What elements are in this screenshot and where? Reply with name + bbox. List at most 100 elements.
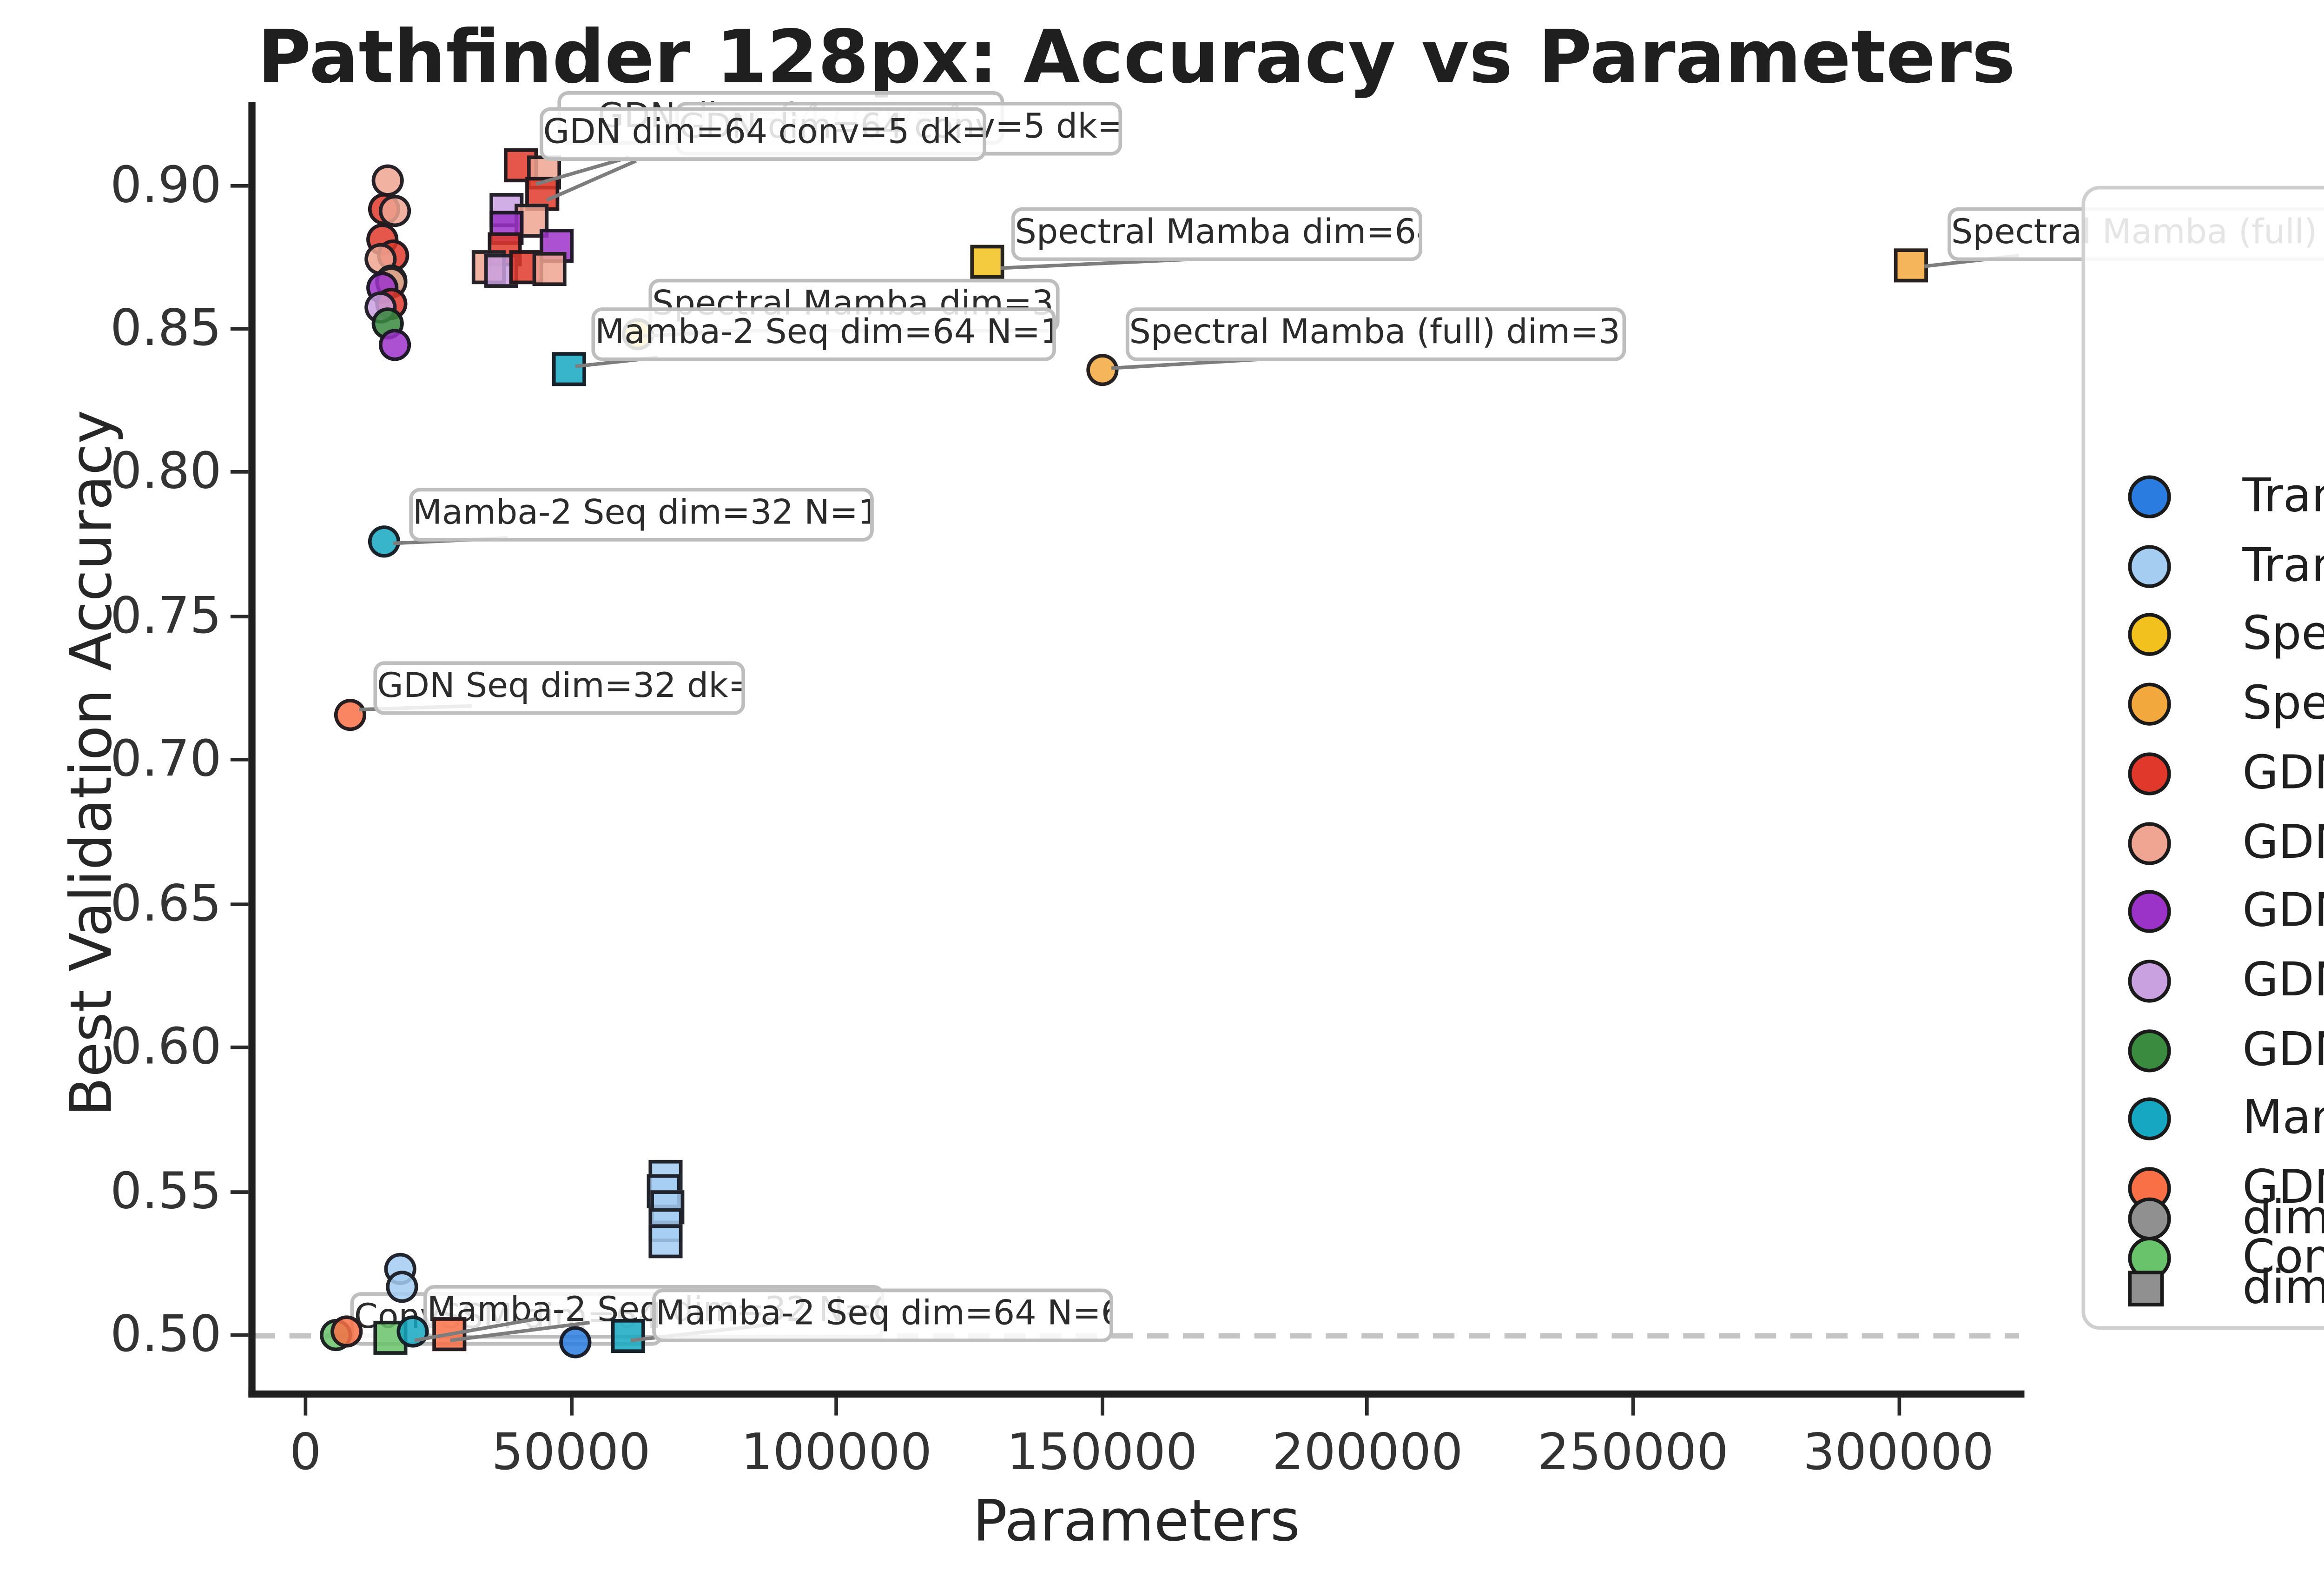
y-axis-spine bbox=[248, 102, 255, 1396]
legend-item-label: Transformer (S) bbox=[2242, 539, 2324, 593]
point-transformer-s--dim64 bbox=[649, 1224, 683, 1258]
legend-title: Models bbox=[2085, 211, 2324, 274]
y-tick-label: 0.90 bbox=[110, 154, 222, 214]
point-gdn-seq-dim32 bbox=[331, 1315, 364, 1348]
point-spectral-mamba-full--dim32 bbox=[1086, 354, 1118, 386]
legend-item-label: GDN (log) bbox=[2242, 747, 2324, 801]
legend-item-label: GDN (no-log) bbox=[2242, 815, 2324, 870]
y-tick-mark bbox=[230, 1190, 249, 1194]
annotation-gdn-dim64-conv5-dk2: GDN dim=64 conv=5 dk=2 bbox=[539, 107, 986, 161]
legend-marker-circle bbox=[2128, 821, 2171, 864]
legend-marker-circle bbox=[2128, 475, 2171, 518]
y-tick-mark bbox=[230, 470, 249, 475]
y-tick-mark bbox=[230, 327, 249, 331]
legend-item-convssm: ConvSSM bbox=[2125, 1226, 2324, 1290]
legend-item-gdn-int-elem: GDN-InT elem bbox=[2125, 949, 2324, 1013]
legend-marker-circle bbox=[2128, 752, 2171, 795]
y-tick-mark bbox=[230, 1046, 249, 1050]
point-gdn-no-log--dim64 bbox=[533, 251, 567, 285]
x-axis-label: Parameters bbox=[972, 1487, 1300, 1555]
legend-item-spectral-mamba-full-: Spectral Mamba (full) bbox=[2125, 672, 2324, 736]
x-tick-mark bbox=[1100, 1397, 1104, 1415]
legend-item-mamba-2-seq: Mamba-2 Seq bbox=[2125, 1087, 2324, 1151]
x-tick-label: 50000 bbox=[491, 1422, 651, 1482]
x-tick-mark bbox=[1896, 1397, 1901, 1415]
point-transformer-s--dim32 bbox=[385, 1271, 418, 1303]
legend-item-label: dim = 64 bbox=[2242, 1261, 2324, 1315]
legend-item-gdn-int: GDN-InT bbox=[2125, 880, 2324, 944]
legend-item-label: GDN-InT elem bbox=[2242, 954, 2324, 1008]
x-tick-label: 250000 bbox=[1537, 1422, 1729, 1482]
y-tick-label: 0.80 bbox=[110, 442, 222, 502]
legend-item-spectral-mamba: Spectral Mamba bbox=[2125, 603, 2324, 667]
legend-item-dim-32: dim = 32 bbox=[2125, 1187, 2324, 1251]
x-axis-spine bbox=[248, 1390, 2025, 1397]
legend-marker-circle bbox=[2128, 1098, 2171, 1141]
legend: Models Transformer (ST) Transformer (S) Sp… bbox=[2081, 186, 2324, 1330]
legend-item-transformer-s-: Transformer (S) bbox=[2125, 534, 2324, 598]
y-tick-mark bbox=[230, 183, 249, 187]
y-tick-mark bbox=[230, 902, 249, 906]
y-tick-mark bbox=[230, 758, 249, 762]
legend-item-label: GDN-InT bbox=[2242, 885, 2324, 939]
x-tick-label: 150000 bbox=[1006, 1422, 1198, 1482]
legend-item-label: GDN-InT qk bbox=[2242, 1023, 2324, 1077]
x-tick-label: 0 bbox=[290, 1422, 322, 1482]
point-gdn-no-log--dim32 bbox=[379, 195, 412, 227]
legend-item-label: Transformer (ST) bbox=[2242, 470, 2324, 524]
legend-marker-circle bbox=[2128, 890, 2171, 934]
legend-item-label: Mamba-2 Seq bbox=[2242, 1092, 2324, 1146]
point-gdn-int-dim32 bbox=[378, 329, 411, 361]
x-tick-mark bbox=[1631, 1397, 1635, 1415]
x-tick-mark bbox=[834, 1397, 838, 1415]
annotation-spectral-mamba-full-dim32: Spectral Mamba (full) dim=32 bbox=[1125, 307, 1626, 361]
annotation-mamba2-seq-dim64-n64: Mamba-2 Seq dim=64 N=64 bbox=[652, 1288, 1113, 1342]
annotation-gdn-seq-dim32-dk2: GDN Seq dim=32 dk=2 bbox=[373, 661, 746, 715]
y-tick-label: 0.55 bbox=[110, 1161, 222, 1221]
point-mamba-2-seq-dim64 bbox=[551, 351, 586, 385]
legend-item-gdn-log-: GDN (log) bbox=[2125, 742, 2324, 806]
legend-item-dim-64: dim = 64 bbox=[2125, 1256, 2324, 1320]
point-gdn-no-log--dim32 bbox=[371, 164, 404, 197]
legend-marker-circle bbox=[2128, 614, 2171, 657]
legend-item-label: Spectral Mamba (full) bbox=[2242, 677, 2324, 731]
chart-title: Pathfinder 128px: Accuracy vs Parameters bbox=[257, 14, 2016, 100]
y-tick-mark bbox=[230, 1334, 249, 1338]
legend-marker-circle bbox=[2128, 1197, 2171, 1240]
y-tick-label: 0.50 bbox=[110, 1305, 222, 1365]
legend-item-label: ConvSSM bbox=[2242, 1231, 2324, 1285]
y-tick-mark bbox=[230, 615, 249, 618]
y-tick-label: 0.75 bbox=[110, 586, 222, 645]
y-tick-label: 0.65 bbox=[110, 874, 222, 933]
annotation-mamba2-seq-dim64-n16: Mamba-2 Seq dim=64 N=16 bbox=[591, 307, 1056, 361]
legend-item-label: GDN Seq bbox=[2242, 1161, 2324, 1216]
point-gdn-seq-dim64 bbox=[432, 1317, 466, 1352]
legend-marker-square bbox=[2128, 1270, 2164, 1306]
legend-item-transformer-st-: Transformer (ST) bbox=[2125, 464, 2324, 529]
x-tick-label: 100000 bbox=[741, 1422, 932, 1482]
y-tick-label: 0.70 bbox=[110, 730, 222, 789]
legend-item-gdn-no-log-: GDN (no-log) bbox=[2125, 810, 2324, 875]
legend-marker-circle bbox=[2128, 959, 2171, 1003]
point-mamba-2-seq-dim32 bbox=[396, 1315, 429, 1348]
legend-marker-circle bbox=[2128, 682, 2171, 726]
x-tick-label: 200000 bbox=[1272, 1422, 1463, 1482]
x-tick-label: 300000 bbox=[1803, 1422, 1994, 1482]
legend-item-gdn-int-qk: GDN-InT qk bbox=[2125, 1018, 2324, 1082]
x-tick-mark bbox=[1366, 1397, 1370, 1415]
annotation-mamba2-seq-dim32-n16: Mamba-2 Seq dim=32 N=16 bbox=[409, 488, 874, 542]
legend-marker-circle bbox=[2128, 544, 2171, 588]
x-tick-mark bbox=[304, 1397, 308, 1415]
legend-marker-circle bbox=[2128, 1028, 2171, 1072]
y-tick-label: 0.85 bbox=[110, 298, 222, 358]
legend-item-label: dim = 32 bbox=[2242, 1192, 2324, 1246]
point-mamba-2-seq-dim64 bbox=[611, 1319, 646, 1353]
point-gdn-seq-dim32 bbox=[334, 699, 366, 732]
y-tick-label: 0.60 bbox=[110, 1018, 222, 1077]
point-mamba-2-seq-dim32 bbox=[368, 525, 401, 558]
annotation-spectral-mamba-dim64: Spectral Mamba dim=64 bbox=[1011, 207, 1422, 261]
legend-item-label: Spectral Mamba bbox=[2242, 608, 2324, 662]
point-spectral-mamba-full--dim64 bbox=[1895, 249, 1929, 283]
